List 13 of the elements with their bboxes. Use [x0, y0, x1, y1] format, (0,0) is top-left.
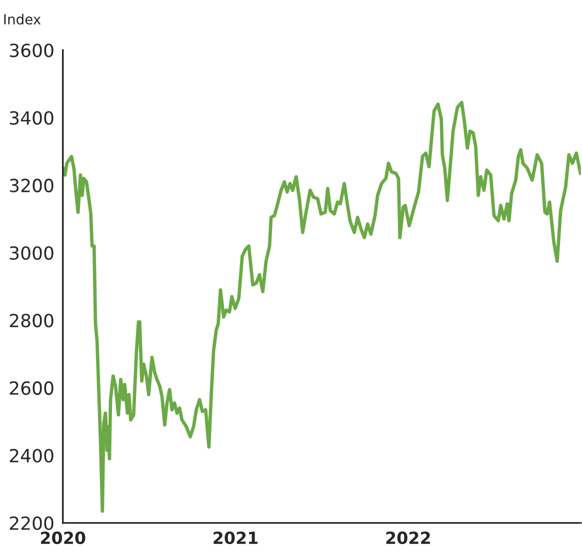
y-tick-label: 3600	[10, 44, 54, 58]
y-tick-label: 2400	[10, 448, 54, 462]
y-tick-label: 3400	[10, 111, 54, 125]
y-axis-title: Index	[4, 14, 41, 25]
y-tick-label: 2600	[10, 381, 54, 395]
x-tick-label: 2021	[214, 532, 258, 544]
y-tick-label: 2800	[10, 314, 54, 328]
y-tick-label: 3200	[10, 178, 54, 192]
x-tick-label: 2022	[386, 532, 430, 544]
line-series	[62, 100, 581, 513]
y-tick-label: 2200	[10, 516, 54, 530]
x-tick-label: 2020	[40, 532, 86, 544]
y-tick-label: 3000	[10, 246, 54, 260]
